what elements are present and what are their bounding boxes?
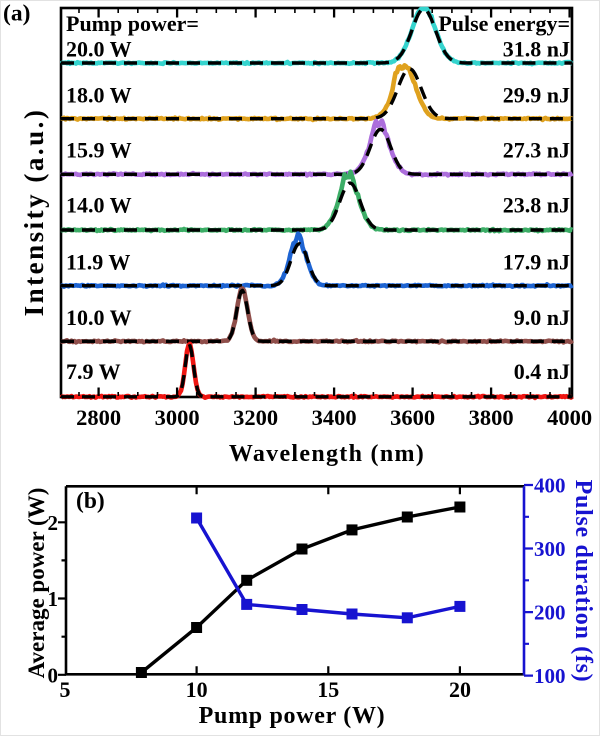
svg-text:Intensity (a.u.): Intensity (a.u.) xyxy=(19,108,49,317)
svg-text:Pump power=: Pump power= xyxy=(66,11,199,36)
svg-text:Pulse energy=: Pulse energy= xyxy=(438,11,570,36)
svg-text:0: 0 xyxy=(48,663,59,687)
svg-text:7.9 W: 7.9 W xyxy=(66,359,121,384)
svg-text:3200: 3200 xyxy=(233,405,278,430)
svg-text:3000: 3000 xyxy=(155,405,200,430)
svg-text:23.8 nJ: 23.8 nJ xyxy=(503,193,570,218)
svg-text:29.9 nJ: 29.9 nJ xyxy=(503,83,570,108)
svg-text:1: 1 xyxy=(48,587,59,611)
svg-text:9.0 nJ: 9.0 nJ xyxy=(514,305,570,330)
svg-text:17.9 nJ: 17.9 nJ xyxy=(503,250,570,275)
svg-text:18.0 W: 18.0 W xyxy=(66,83,132,108)
svg-text:Wavelength (nm): Wavelength (nm) xyxy=(229,441,425,467)
svg-text:3800: 3800 xyxy=(469,405,514,430)
svg-text:Pump power (W): Pump power (W) xyxy=(199,703,386,729)
svg-text:11.9 W: 11.9 W xyxy=(66,250,130,275)
svg-text:400: 400 xyxy=(534,474,566,498)
svg-text:10: 10 xyxy=(186,677,208,702)
svg-text:20.0 W: 20.0 W xyxy=(66,37,132,62)
svg-text:20: 20 xyxy=(449,677,471,702)
svg-text:Pulse duration (fs): Pulse duration (fs) xyxy=(570,480,596,683)
svg-text:2: 2 xyxy=(48,511,59,535)
svg-text:4000: 4000 xyxy=(547,405,592,430)
svg-text:31.8 nJ: 31.8 nJ xyxy=(503,37,570,62)
svg-text:27.3 nJ: 27.3 nJ xyxy=(503,138,570,163)
svg-text:(b): (b) xyxy=(76,488,105,514)
svg-text:15.9 W: 15.9 W xyxy=(66,138,132,163)
svg-text:3400: 3400 xyxy=(312,405,357,430)
svg-text:2800: 2800 xyxy=(76,405,121,430)
svg-text:(a): (a) xyxy=(3,1,30,27)
svg-text:5: 5 xyxy=(60,677,71,702)
svg-text:15: 15 xyxy=(317,677,339,702)
svg-text:100: 100 xyxy=(534,664,566,688)
svg-text:10.0 W: 10.0 W xyxy=(66,305,132,330)
svg-text:3600: 3600 xyxy=(390,405,435,430)
svg-text:14.0 W: 14.0 W xyxy=(66,193,132,218)
svg-text:0.4 nJ: 0.4 nJ xyxy=(514,359,570,384)
svg-text:300: 300 xyxy=(534,537,566,561)
svg-text:200: 200 xyxy=(534,601,566,625)
svg-text:Average power (W): Average power (W) xyxy=(24,488,49,679)
